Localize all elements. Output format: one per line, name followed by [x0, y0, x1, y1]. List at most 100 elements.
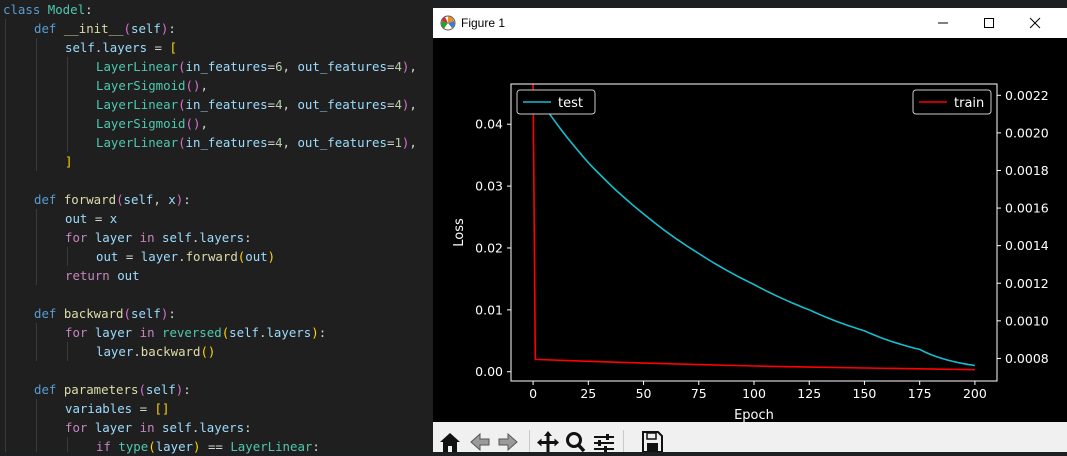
code-token: return: [65, 268, 118, 283]
code-line: variables = []: [65, 399, 169, 418]
x-tick-label: 200: [963, 386, 987, 401]
code-token: reversed: [162, 325, 222, 340]
code-token: :: [183, 382, 191, 397]
code-token: self: [162, 230, 192, 245]
code-token: :: [312, 439, 320, 454]
code-token: (): [200, 344, 216, 359]
forward-button[interactable]: [495, 428, 521, 452]
code-token: (: [237, 249, 246, 264]
zoom-button[interactable]: [563, 428, 589, 453]
matplotlib-icon: [440, 15, 456, 31]
code-token: ): [401, 135, 410, 150]
code-line: if type(layer) == LayerLinear:: [96, 437, 320, 456]
plot-frame: [510, 83, 998, 382]
code-token: backward: [140, 344, 201, 359]
code-token: LayerSigmoid: [96, 78, 186, 93]
code-token: in_features: [185, 135, 268, 150]
code-line: def forward(self, x):: [34, 190, 191, 209]
loss-chart: 0 25 50 75 100 125 150 175 200 0.00 0.01 0.02 0.03 0.…: [452, 83, 1049, 423]
pan-button[interactable]: [535, 428, 561, 452]
code-token: forward: [185, 249, 238, 264]
code-token: (: [138, 382, 146, 397]
code-token: (: [221, 325, 230, 340]
code-token: 4: [275, 135, 283, 150]
code-token: layers: [199, 230, 245, 245]
code-token: ,: [200, 116, 208, 131]
y-right-tick-label: 0.0010: [1005, 313, 1049, 328]
y-left-tick-label: 0.00: [475, 364, 503, 379]
maximize-button[interactable]: [966, 8, 1012, 38]
code-token: ): [160, 306, 169, 321]
code-token: ,: [200, 78, 208, 93]
home-button[interactable]: [437, 428, 463, 452]
code-token: :: [168, 21, 176, 36]
code-token: __init__: [63, 21, 124, 36]
code-token: in_features: [185, 97, 268, 112]
code-line: LayerSigmoid(),: [96, 76, 208, 95]
code-token: ,: [409, 135, 417, 150]
code-token: ,: [282, 97, 298, 112]
minimize-button[interactable]: [920, 8, 966, 38]
code-line: for layer in self.layers:: [65, 228, 252, 247]
code-token: =: [118, 249, 141, 264]
indent-guide: [67, 247, 68, 266]
save-button[interactable]: [639, 428, 665, 453]
code-token: ): [175, 382, 184, 397]
code-token: layer: [94, 325, 133, 340]
code-token: ,: [282, 59, 298, 74]
code-token: backward: [63, 306, 124, 321]
code-line: def backward(self):: [34, 304, 176, 323]
code-token: out: [96, 249, 119, 264]
toolbar-separator: [529, 430, 530, 452]
legend-label-test: test: [558, 96, 583, 111]
indent-guide: [5, 19, 6, 452]
code-token: layers: [102, 40, 148, 55]
code-line: out = x: [65, 209, 117, 228]
code-token: (: [178, 135, 186, 150]
x-tick-label: 175: [908, 386, 932, 401]
code-token: parameters: [63, 382, 139, 397]
code-token: in: [132, 230, 162, 245]
code-token: =: [386, 135, 395, 150]
code-token: :: [244, 420, 252, 435]
title-bar[interactable]: Figure 1: [433, 8, 1067, 38]
x-tick-label: 150: [853, 386, 877, 401]
code-token: :: [183, 192, 191, 207]
code-line: ]: [65, 152, 72, 171]
y-right-tick-label: 0.0022: [1005, 88, 1049, 103]
figure-window[interactable]: Figure 1 0 25 50 75 100 125 150 175 200 0.00 0.01 0…: [433, 8, 1067, 453]
code-token: x: [109, 211, 118, 226]
x-tick-label: 100: [742, 386, 766, 401]
code-token: if: [96, 439, 119, 454]
code-editor[interactable]: class Model: def __init__(self): self.laye…: [0, 0, 433, 454]
code-token: :: [318, 325, 327, 340]
forward-icon: [498, 432, 518, 452]
code-token: 6: [275, 59, 283, 74]
back-button[interactable]: [467, 428, 493, 452]
back-icon: [470, 432, 490, 452]
code-line: def __init__(self):: [34, 19, 176, 38]
figure-canvas[interactable]: 0 25 50 75 100 125 150 175 200 0.00 0.01 0.02 0.03 0.…: [433, 38, 1067, 423]
code-line: LayerLinear(in_features=4, out_features=…: [96, 133, 417, 152]
code-token: variables: [65, 401, 133, 416]
code-token: (: [123, 306, 131, 321]
code-token: ,: [409, 59, 417, 74]
code-token: out_features: [297, 97, 387, 112]
code-token: .: [133, 344, 141, 359]
code-line: LayerLinear(in_features=4, out_features=…: [96, 95, 417, 114]
code-token: for: [65, 325, 95, 340]
y-right-tick-label: 0.0016: [1005, 201, 1049, 216]
configure-subplots-button[interactable]: [591, 428, 617, 452]
code-token: .: [259, 325, 267, 340]
code-line: LayerSigmoid(),: [96, 114, 208, 133]
minimize-icon: [938, 22, 948, 24]
code-token: ,: [409, 97, 417, 112]
code-token: type: [118, 439, 149, 454]
code-line: for layer in reversed(self.layers):: [65, 323, 326, 342]
code-token: =: [87, 211, 110, 226]
code-token: ): [267, 249, 276, 264]
code-token: in_features: [185, 59, 268, 74]
code-token: ): [175, 192, 184, 207]
y-right-tick-label: 0.0018: [1005, 163, 1049, 178]
close-button[interactable]: [1012, 8, 1058, 38]
